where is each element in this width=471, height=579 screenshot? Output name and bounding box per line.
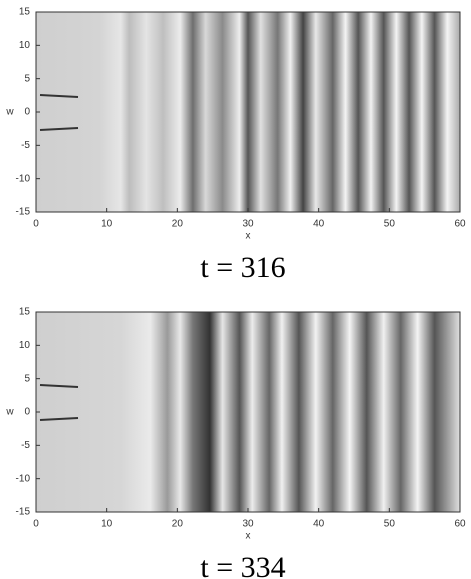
contour-line [39, 384, 79, 388]
x-tick-label: 20 [172, 219, 184, 230]
y-tick-label: -10 [16, 473, 31, 484]
y-tick-label: -15 [16, 207, 31, 218]
x-axis-label: x [246, 531, 251, 542]
y-tick-label: 15 [19, 307, 31, 318]
contour-line [39, 94, 79, 98]
x-tick-label: 30 [242, 219, 254, 230]
y-tick-label: 5 [24, 73, 30, 84]
y-tick-label: 10 [19, 340, 31, 351]
x-tick-label: 10 [101, 519, 113, 530]
x-tick-label: 40 [313, 519, 325, 530]
y-axis-label: w [5, 407, 14, 418]
panel [35, 311, 461, 513]
y-tick-label: 10 [19, 40, 31, 51]
y-tick-label: -5 [21, 140, 30, 151]
y-tick-label: 15 [19, 7, 31, 18]
caption: t = 316 [200, 251, 285, 284]
contour-field [35, 11, 461, 213]
x-tick-label: 60 [454, 219, 466, 230]
y-tick-label: 0 [24, 407, 30, 418]
y-tick-label: 5 [24, 373, 30, 384]
x-tick-label: 60 [454, 519, 466, 530]
x-tick-label: 0 [33, 219, 39, 230]
y-axis-label: w [5, 107, 14, 118]
y-tick-label: -5 [21, 440, 30, 451]
x-axis-label: x [246, 231, 251, 242]
panel [35, 11, 461, 213]
x-tick-label: 10 [101, 219, 113, 230]
x-tick-label: 40 [313, 219, 325, 230]
contour-field [35, 311, 461, 513]
y-tick-label: -10 [16, 173, 31, 184]
y-tick-label: -15 [16, 507, 31, 518]
caption: t = 334 [200, 551, 285, 579]
contour-line [39, 417, 79, 421]
contour-line [39, 127, 79, 131]
x-tick-label: 20 [172, 519, 184, 530]
x-tick-label: 50 [384, 219, 396, 230]
x-tick-label: 0 [33, 519, 39, 530]
x-tick-label: 50 [384, 519, 396, 530]
y-tick-label: 0 [24, 107, 30, 118]
x-tick-label: 30 [242, 519, 254, 530]
